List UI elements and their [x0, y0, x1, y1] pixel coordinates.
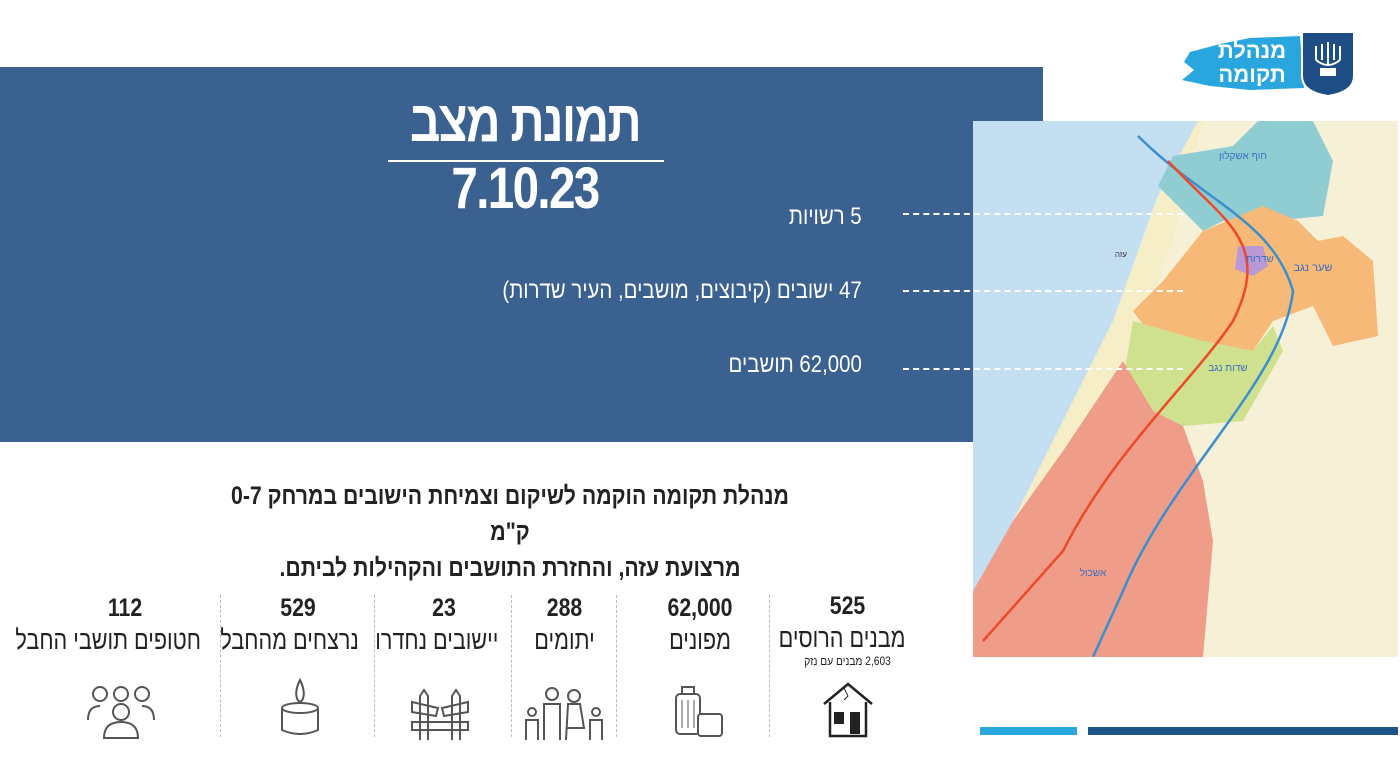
- leader-line: [903, 368, 1183, 370]
- leader-line: [903, 213, 1183, 215]
- divider: [220, 595, 221, 737]
- map-label: שער נגב: [1294, 262, 1333, 274]
- stat-infiltrated: 23 יישובים נחדרו: [375, 594, 499, 655]
- title-underline: [388, 160, 664, 162]
- stat-hostages: 112 חטופים תושבי החבל: [15, 594, 202, 655]
- accent-bar-dark: [1088, 727, 1398, 735]
- map-label: שדות נגב: [1208, 363, 1247, 374]
- memorial-candle-icon: [281, 678, 319, 735]
- leader-line: [903, 290, 1183, 292]
- stat-authorities: 5 רשויות: [789, 203, 862, 230]
- accent-bar-light: [980, 727, 1077, 735]
- page-title: תמונת מצב 7.10.23: [409, 89, 642, 221]
- map-label: שדרות: [1246, 254, 1274, 265]
- map-label: חוף אשקלון: [1219, 150, 1267, 162]
- stat-murdered: 529 נרצחים מהחבל: [220, 594, 359, 655]
- destroyed-house-icon: [823, 682, 873, 738]
- region-map: חוף אשקלון שדרות שער נגב שדות נגב אשכול …: [973, 121, 1398, 658]
- family-icon: [525, 687, 603, 740]
- mission-statement: מנהלת תקומה הוקמה לשיקום וצמיחת הישובים …: [231, 482, 789, 582]
- people-group-icon: [87, 686, 155, 739]
- divider: [374, 595, 375, 737]
- divider: [511, 595, 512, 737]
- map-label: עזה: [1115, 250, 1127, 259]
- stat-evacuees: 62,000 מפונים: [667, 594, 733, 655]
- divider: [616, 595, 617, 737]
- stat-destroyed-buildings: 525 מבנים הרוסים 2,603 מבנים עם נזק: [778, 592, 906, 668]
- luggage-icon: [675, 686, 723, 737]
- logo: מנהלת תקומה: [1180, 30, 1356, 98]
- header-panel: [0, 67, 1043, 442]
- stat-settlements: 47 ישובים (קיבוצים, מושבים, העיר שדרות): [502, 277, 862, 304]
- broken-fence-icon: [411, 688, 469, 740]
- stat-residents: 62,000 תושבים: [728, 351, 862, 378]
- map-label: אשכול: [1080, 567, 1107, 579]
- divider: [769, 595, 770, 737]
- svg-text:תקומה: תקומה: [1218, 62, 1285, 87]
- stat-orphans: 288 יתומים: [534, 594, 595, 655]
- logo-text: מנהלת: [1218, 38, 1286, 63]
